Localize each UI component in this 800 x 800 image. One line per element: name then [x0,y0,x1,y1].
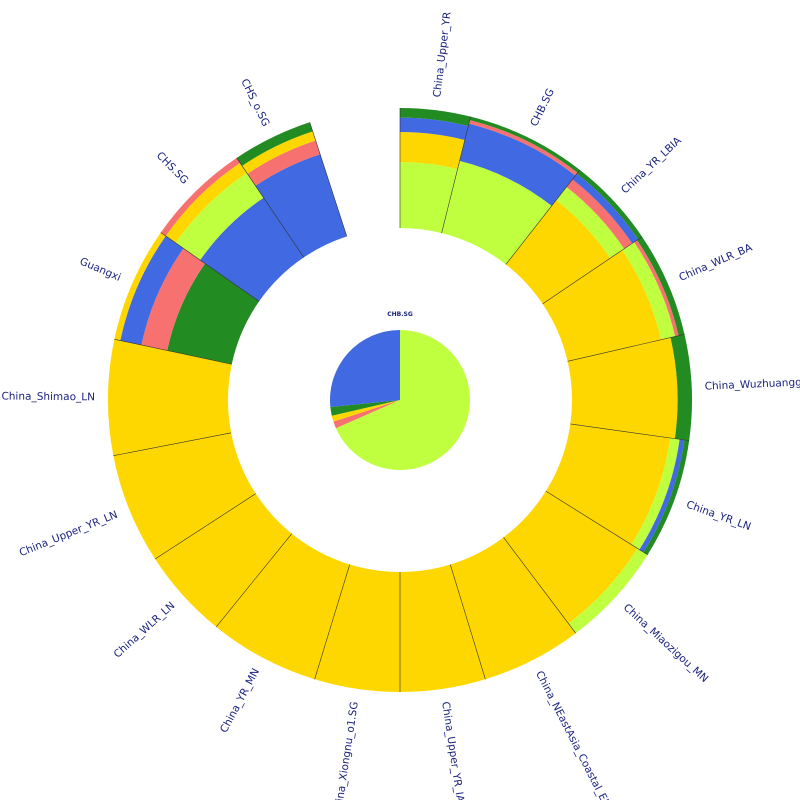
ring-segment [568,548,648,634]
ring-segment [567,337,678,439]
group-divider [314,564,350,680]
group-divider [503,537,576,634]
ring-segment [542,250,662,362]
ring-segment [165,162,247,243]
group-label: China_Upper_YR [431,11,453,98]
group-label: China_YR_LBIA [619,134,684,196]
ring-segment [637,236,685,336]
group-label: CHB.SG [528,87,557,129]
ring-segment [459,123,576,206]
ring-segment [167,263,260,365]
group-divider [216,533,292,628]
ring-segment [175,172,264,261]
ring-segment [556,186,625,259]
pie-title: CHB.SG [387,311,413,318]
group-label: China_Upper_YR_IA [439,701,466,800]
ring-segment [545,423,671,545]
ring-segment [400,117,469,140]
group-label: China_YR_LN [685,499,753,534]
group-divider [542,236,643,305]
group-label: China_NEastAsia_Coastal_EN [533,669,613,800]
ring-segment [314,564,400,692]
group-label: China_Upper_YR_LN [18,509,120,559]
group-label: China_Shimao_LN [1,391,95,404]
group-divider [567,334,685,362]
ring-segment [566,179,633,249]
group-label: China_Miaozigou_MN [621,602,711,685]
ring-segment [572,173,639,244]
ring-segment [634,240,679,337]
ring-segment [670,334,692,441]
group-label: CHS_o.SG [238,77,271,129]
group-divider [505,169,581,265]
group-label: China_WLR_BA [677,241,754,284]
center-pie [330,330,471,471]
group-label: CHS.SG [154,150,191,187]
pie-slice [333,400,400,429]
group-label: China_Wuzhuangguoliang_LN [704,374,800,393]
group-divider [450,564,486,680]
ring-segment [200,197,304,302]
outer-ring [108,108,692,692]
ring-segment [216,533,350,680]
ring-segment [108,339,232,456]
pie-slice [330,400,400,416]
ring-segment [631,437,680,550]
group-divider [114,338,232,365]
ring-segment [160,157,241,236]
ring-segment [155,493,292,627]
ring-segment [505,200,611,304]
pie-slice [335,330,471,471]
group-divider [154,493,256,560]
ring-segment [576,169,643,240]
ring-segment [242,131,316,174]
ring-segment [114,232,166,341]
ring-segment [113,432,256,560]
group-label: China_WLR_LN [112,600,178,661]
group-label: China_YR_MN [218,666,262,734]
ring-segment [643,439,690,555]
ring-segment [255,154,347,258]
group-divider [160,232,260,302]
ring-segment [469,116,580,173]
ring-segment [441,160,552,265]
group-divider [113,432,232,457]
ring-segment [503,491,638,624]
pie-slice [331,400,400,422]
pie-slice [330,330,400,408]
ring-segment [400,564,486,692]
ring-segment [236,122,313,166]
group-label: Guangxi [78,255,123,283]
ring-segment [120,235,184,346]
ring-segment [247,140,321,186]
ring-segment [468,120,578,176]
ring-segment [639,439,685,553]
group-divider [309,122,348,237]
group-divider [570,423,690,441]
ring-segment [400,162,458,234]
ring-segment [400,108,471,126]
group-divider [236,157,305,258]
ring-segment [400,132,465,170]
ring-segment [141,248,206,351]
ring-segment [450,537,576,680]
group-label: China_Xiongnu_o1.SG [332,701,361,800]
group-divider [441,116,471,234]
group-dividers [113,108,690,692]
ring-segment [622,242,676,340]
group-divider [545,490,648,555]
